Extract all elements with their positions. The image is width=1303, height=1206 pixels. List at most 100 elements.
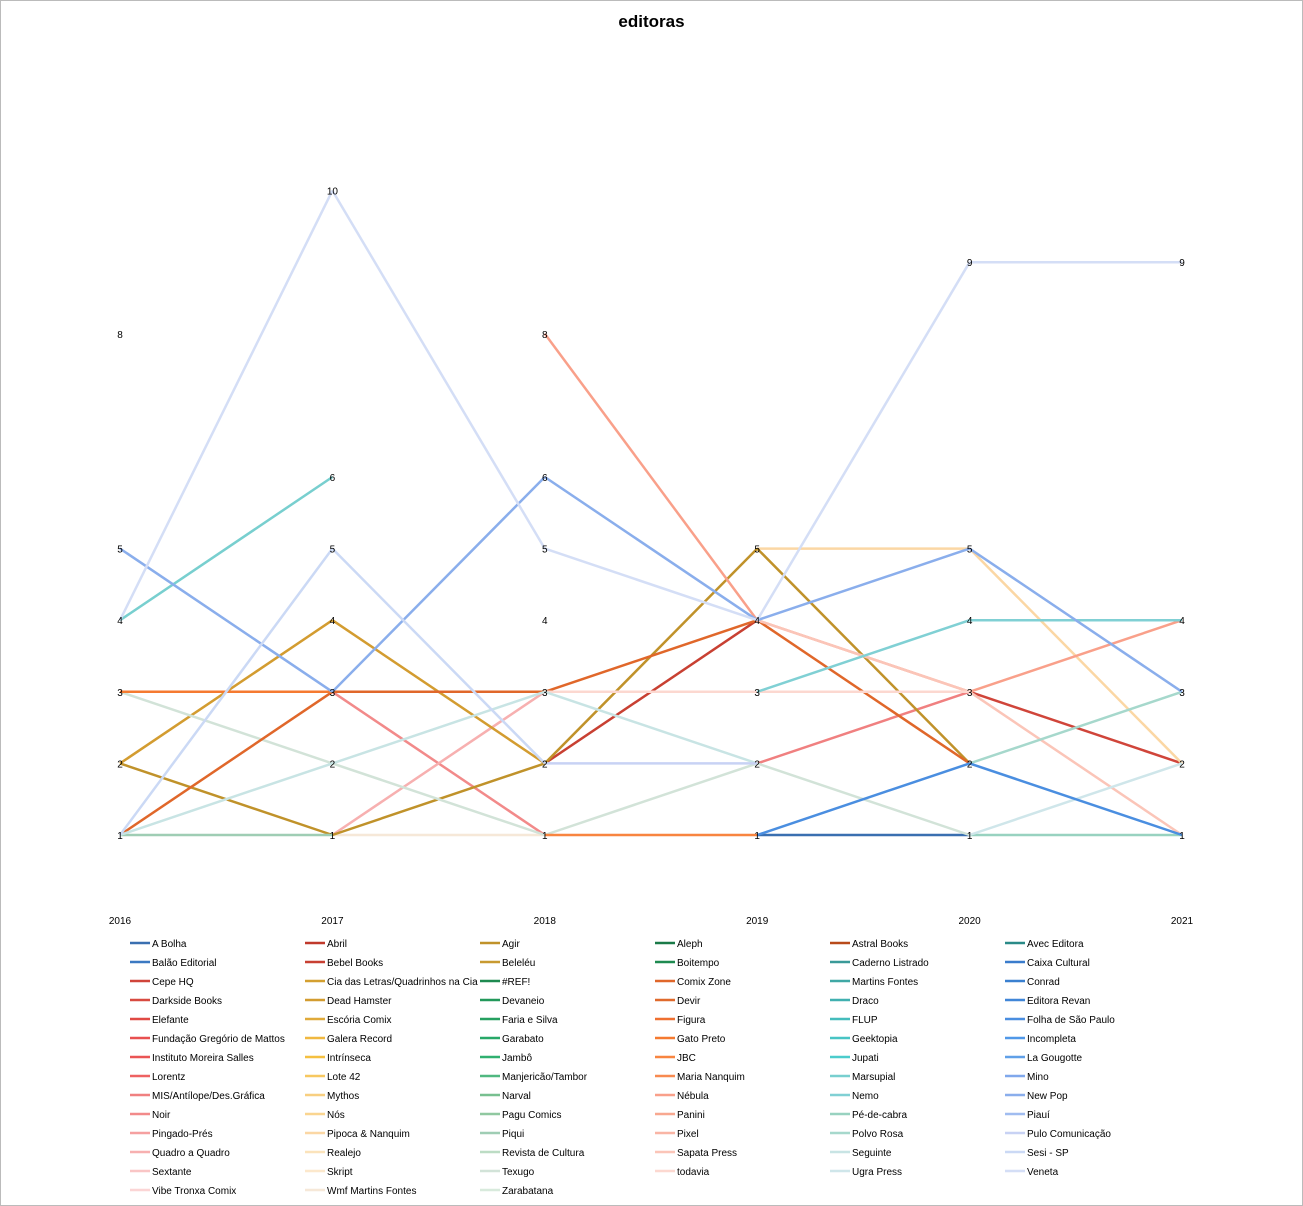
legend-item[interactable]: Folha de São Paulo — [1005, 1015, 1115, 1026]
data-label: 5 — [754, 545, 760, 556]
legend-item[interactable]: Veneta — [1005, 1167, 1059, 1178]
legend-item[interactable]: Skript — [305, 1167, 353, 1178]
legend-item[interactable]: Pulo Comunicação — [1005, 1129, 1111, 1140]
legend-label: Darkside Books — [152, 996, 222, 1007]
legend-label: Bebel Books — [327, 958, 383, 969]
legend-item[interactable]: Fundação Gregório de Mattos — [130, 1034, 285, 1045]
legend-item[interactable]: A Bolha — [130, 939, 187, 950]
legend-item[interactable]: Dead Hamster — [305, 996, 392, 1007]
legend-item[interactable]: Piauí — [1005, 1110, 1050, 1121]
legend-item[interactable]: Manjericão/Tambor — [480, 1072, 588, 1083]
legend-label: Nébula — [677, 1091, 709, 1102]
legend-item[interactable]: Instituto Moreira Salles — [130, 1053, 254, 1064]
legend-item[interactable]: Aleph — [655, 939, 703, 950]
legend-item[interactable]: Draco — [830, 996, 879, 1007]
legend-item[interactable]: La Gougotte — [1005, 1053, 1082, 1064]
legend-label: Folha de São Paulo — [1027, 1015, 1115, 1026]
legend-item[interactable]: Pixel — [655, 1129, 699, 1140]
legend-item[interactable]: Martins Fontes — [830, 977, 918, 988]
legend-item[interactable]: Devaneio — [480, 996, 545, 1007]
legend-item[interactable]: JBC — [655, 1053, 696, 1064]
legend-item[interactable]: Beleléu — [480, 958, 535, 969]
legend-item[interactable]: Faria e Silva — [480, 1015, 558, 1026]
data-label: 5 — [967, 545, 973, 556]
legend-item[interactable]: Quadro a Quadro — [130, 1148, 230, 1159]
legend-item[interactable]: Vibe Tronxa Comix — [130, 1186, 236, 1197]
data-label: 4 — [330, 616, 336, 627]
legend-label: Fundação Gregório de Mattos — [152, 1034, 285, 1045]
legend-label: Seguinte — [852, 1148, 892, 1159]
legend-item[interactable]: Escória Comix — [305, 1015, 391, 1026]
legend-item[interactable]: Texugo — [480, 1167, 535, 1178]
legend-item[interactable]: Agir — [480, 939, 520, 950]
legend-item[interactable]: Pagu Comics — [480, 1110, 561, 1121]
legend-item[interactable]: Seguinte — [830, 1148, 892, 1159]
legend-item[interactable]: Narval — [480, 1091, 531, 1102]
legend-item[interactable]: Caixa Cultural — [1005, 958, 1090, 969]
legend-item[interactable]: Pé-de-cabra — [830, 1110, 907, 1121]
legend-item[interactable]: Nós — [305, 1110, 345, 1121]
legend-item[interactable]: Panini — [655, 1110, 705, 1121]
legend-item[interactable]: Nemo — [830, 1091, 879, 1102]
legend-item[interactable]: Conrad — [1005, 977, 1060, 988]
legend-item[interactable]: Caderno Listrado — [830, 958, 929, 969]
legend-item[interactable]: Editora Revan — [1005, 996, 1090, 1007]
legend-item[interactable]: Sapata Press — [655, 1148, 737, 1159]
legend-item[interactable]: Balão Editorial — [130, 958, 216, 969]
legend-item[interactable]: New Pop — [1005, 1091, 1068, 1102]
legend-item[interactable]: Devir — [655, 996, 701, 1007]
legend-item[interactable]: Galera Record — [305, 1034, 392, 1045]
legend-item[interactable]: Pingado-Prés — [130, 1129, 213, 1140]
legend-label: Faria e Silva — [502, 1015, 558, 1026]
legend-item[interactable]: Mythos — [305, 1091, 359, 1102]
legend-item[interactable]: Abril — [305, 939, 347, 950]
legend-item[interactable]: Bebel Books — [305, 958, 383, 969]
legend-item[interactable]: Nébula — [655, 1091, 709, 1102]
legend-label: Boitempo — [677, 958, 720, 969]
legend-item[interactable]: Marsupial — [830, 1072, 895, 1083]
legend-item[interactable]: Boitempo — [655, 958, 720, 969]
legend-item[interactable]: Sesi - SP — [1005, 1148, 1069, 1159]
legend-item[interactable]: Sextante — [130, 1167, 192, 1178]
legend-item[interactable]: todavia — [655, 1167, 710, 1178]
legend-item[interactable]: Noir — [130, 1110, 171, 1121]
legend-item[interactable]: Polvo Rosa — [830, 1129, 904, 1140]
legend-item[interactable]: Avec Editora — [1005, 939, 1084, 950]
legend-item[interactable]: MIS/Antílope/Des.Gráfica — [130, 1091, 265, 1102]
legend-item[interactable]: Cia das Letras/Quadrinhos na Cia — [305, 977, 478, 988]
legend-item[interactable]: Figura — [655, 1015, 706, 1026]
legend-item[interactable]: Cepe HQ — [130, 977, 194, 988]
legend-item[interactable]: FLUP — [830, 1015, 878, 1026]
legend-item[interactable]: Geektopia — [830, 1034, 898, 1045]
legend-item[interactable]: Elefante — [130, 1015, 189, 1026]
legend-item[interactable]: Revista de Cultura — [480, 1148, 585, 1159]
legend-item[interactable]: Darkside Books — [130, 996, 222, 1007]
legend-item[interactable]: Zarabatana — [480, 1186, 554, 1197]
legend-item[interactable]: Garabato — [480, 1034, 544, 1045]
legend-item[interactable]: Mino — [1005, 1072, 1049, 1083]
legend-item[interactable]: Astral Books — [830, 939, 908, 950]
legend-label: A Bolha — [152, 939, 187, 950]
legend-item[interactable]: Lote 42 — [305, 1072, 361, 1083]
legend-label: Skript — [327, 1167, 353, 1178]
x-tick-label: 2017 — [321, 916, 344, 927]
legend-item[interactable]: Jupati — [830, 1053, 879, 1064]
legend-item[interactable]: Gato Preto — [655, 1034, 726, 1045]
data-label: 4 — [1179, 616, 1185, 627]
data-label: 5 — [542, 545, 548, 556]
legend-item[interactable]: Ugra Press — [830, 1167, 902, 1178]
legend-item[interactable]: #REF! — [480, 977, 530, 988]
series-segment — [119, 762, 333, 837]
legend-item[interactable]: Incompleta — [1005, 1034, 1076, 1045]
legend-label: La Gougotte — [1027, 1053, 1082, 1064]
series-segment — [544, 547, 758, 622]
legend-item[interactable]: Maria Nanquim — [655, 1072, 745, 1083]
legend-item[interactable]: Jambô — [480, 1053, 532, 1064]
legend-item[interactable]: Pipoca & Nanquim — [305, 1129, 410, 1140]
legend-item[interactable]: Realejo — [305, 1148, 361, 1159]
legend-item[interactable]: Wmf Martins Fontes — [305, 1186, 416, 1197]
legend-item[interactable]: Lorentz — [130, 1072, 185, 1083]
legend-item[interactable]: Intrínseca — [305, 1053, 371, 1064]
legend-item[interactable]: Piqui — [480, 1129, 524, 1140]
legend-item[interactable]: Comix Zone — [655, 977, 731, 988]
